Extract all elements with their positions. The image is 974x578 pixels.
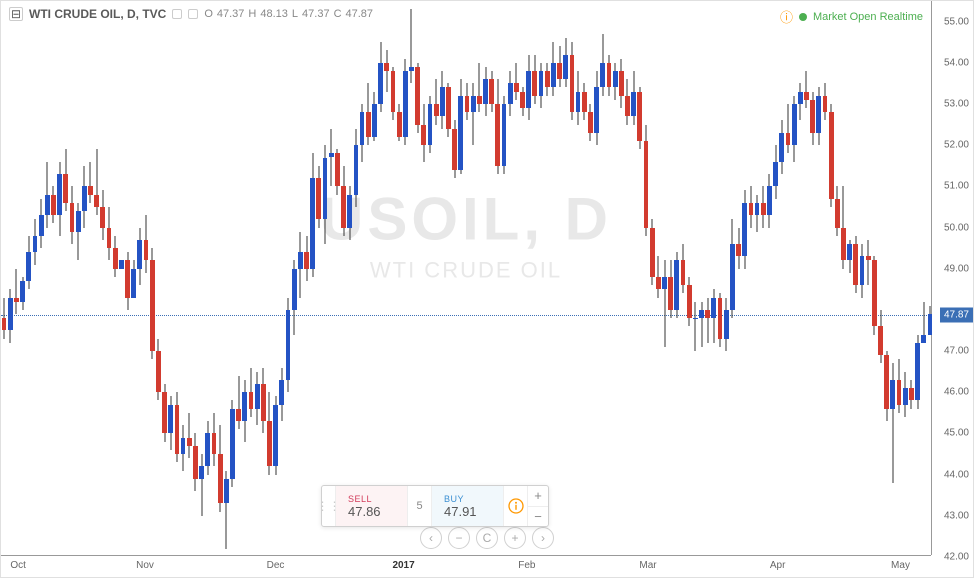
ohlc-o-label: O [204,8,213,20]
y-tick-label: 50.00 [944,222,969,233]
ohlc-o-value: 47.37 [217,8,245,20]
info-icon [508,498,524,514]
reset-button[interactable]: C [476,527,498,549]
drag-grip-icon[interactable]: ⋮⋮ [322,486,336,526]
warning-icon[interactable]: ⓘ [780,7,793,26]
y-axis[interactable]: 47.87 42.0043.0044.0045.0046.0047.0049.0… [931,1,973,555]
zoom-in-button[interactable]: + [504,527,526,549]
y-tick-label: 45.00 [944,428,969,439]
ohlc-l-value: 47.37 [302,8,330,20]
y-tick-label: 47.00 [944,346,969,357]
ohlc-l-label: L [292,8,298,20]
buy-button[interactable]: BUY 47.91 [432,486,504,526]
market-status-text: Market Open Realtime [813,11,923,23]
y-tick-label: 54.00 [944,57,969,68]
y-tick-label: 42.00 [944,552,969,563]
x-axis[interactable]: Oct Nov Dec 2017 Feb Mar Apr May [1,555,931,577]
ohlc-c-label: C [334,8,342,20]
sell-button[interactable]: SELL 47.86 [336,486,408,526]
quantity-plus-button[interactable]: + [528,486,548,507]
scroll-left-button[interactable]: ‹ [420,527,442,549]
indicator-box-2[interactable] [188,9,198,19]
ohlc-readout: O 47.37 H 48.13 L 47.37 C 47.87 [204,8,373,20]
trade-panel[interactable]: ⋮⋮ SELL 47.86 5 BUY 47.91 + − [321,485,549,527]
y-tick-label: 49.00 [944,263,969,274]
y-tick-label: 53.00 [944,98,969,109]
y-tick-label: 44.00 [944,469,969,480]
x-tick-label: Apr [770,560,786,571]
sell-price: 47.86 [348,504,395,519]
quantity-stepper: + − [528,486,548,526]
info-button[interactable] [504,486,528,526]
symbol-icon-button[interactable]: ⊟ [9,7,23,21]
x-tick-label: Dec [267,560,285,571]
plot-area[interactable]: USOIL, D WTI CRUDE OIL [1,1,931,555]
quantity-minus-button[interactable]: − [528,507,548,527]
buy-price: 47.91 [444,504,491,519]
x-tick-label: Feb [518,560,535,571]
x-tick-label: Nov [136,560,154,571]
ohlc-c-value: 47.87 [346,8,374,20]
current-price-label: 47.87 [940,308,973,323]
chart-header: ⊟ WTI CRUDE OIL, D, TVC O47.37 H48.13 L4… [9,7,373,21]
y-tick-label: 52.00 [944,140,969,151]
spread-value: 5 [408,486,432,526]
y-tick-label: 43.00 [944,510,969,521]
ohlc-h-value: 48.13 [260,8,288,20]
x-tick-label: Mar [639,560,656,571]
market-open-dot-icon [799,13,807,21]
candlestick-series [1,1,931,555]
chart-container: ⊟ WTI CRUDE OIL, D, TVC O47.37 H48.13 L4… [0,0,974,578]
bottom-controls: ‹−C + › [420,527,554,549]
ohlc-h-label: H [248,8,256,20]
scroll-right-button[interactable]: › [532,527,554,549]
market-status: ⓘ Market Open Realtime [780,7,923,26]
y-tick-label: 51.00 [944,181,969,192]
x-tick-label: May [891,560,910,571]
buy-label: BUY [444,494,491,504]
y-tick-label: 46.00 [944,387,969,398]
zoom-out-button[interactable]: − [448,527,470,549]
indicator-box-1[interactable] [172,9,182,19]
x-tick-label: Oct [10,560,26,571]
y-tick-label: 55.00 [944,16,969,27]
sell-label: SELL [348,494,395,504]
x-tick-label: 2017 [392,560,414,571]
symbol-title: WTI CRUDE OIL, D, TVC [29,7,166,21]
